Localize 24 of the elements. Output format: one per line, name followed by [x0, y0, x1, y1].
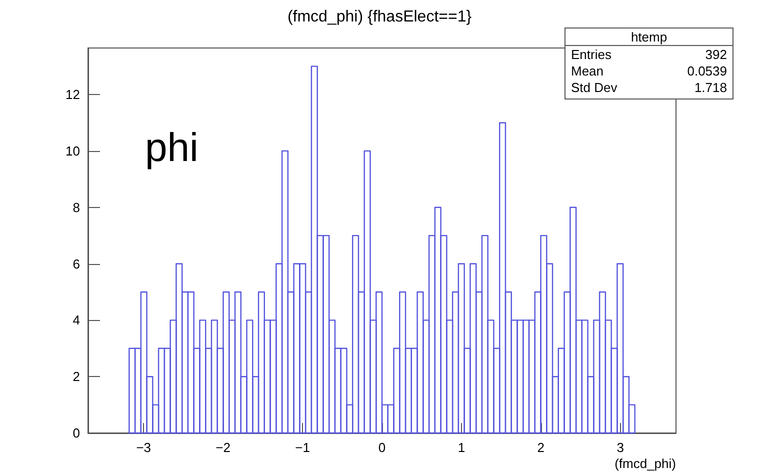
x-tick-label: −1 — [295, 440, 310, 455]
y-tick-label: 4 — [72, 312, 80, 328]
y-tick-label: 6 — [72, 256, 80, 272]
text: 392 — [705, 47, 727, 62]
annotation: Std Dev — [571, 80, 618, 95]
x-axis-title: (fmcd_phi) — [614, 456, 676, 471]
annotation: phi — [145, 126, 198, 170]
y-tick-label: 2 — [72, 369, 80, 384]
x-tick-label: −3 — [136, 440, 152, 455]
y-tick-label: 0 — [72, 426, 80, 440]
annotation: Mean — [571, 64, 604, 78]
y-tick-label: 12 — [66, 87, 80, 102]
x-tick-label: 0 — [378, 440, 386, 455]
text: 1.718 — [694, 80, 727, 95]
x-tick-label: −2 — [216, 440, 230, 455]
y-tick-label: 10 — [66, 143, 80, 158]
x-tick-label: 3 — [616, 440, 624, 455]
chart-title: (fmcd_phi) {fhasElect==1} — [287, 8, 472, 26]
annotation: Entries — [571, 47, 612, 62]
y-tick-label: 8 — [72, 200, 80, 215]
x-tick-label: 1 — [458, 440, 466, 455]
text: 0.0539 — [687, 64, 727, 78]
text: htemp — [630, 29, 668, 44]
x-tick-label: 2 — [537, 440, 545, 455]
